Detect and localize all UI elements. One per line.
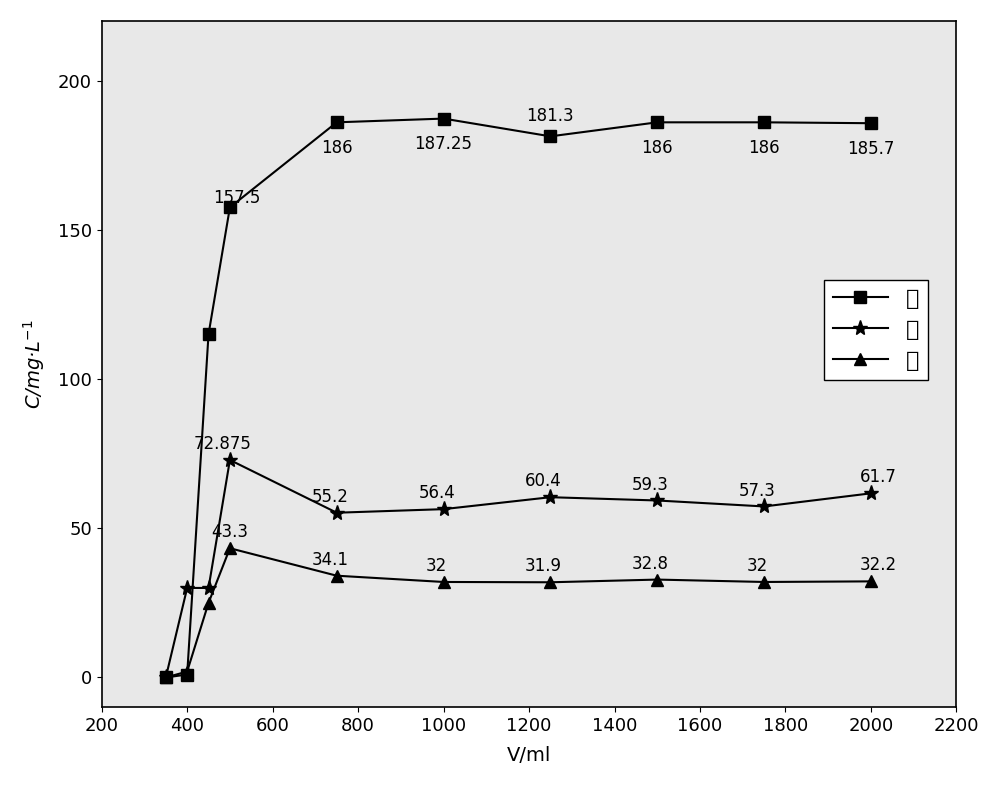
钙 [181, 583, 193, 593]
Text: 32: 32 [747, 557, 768, 575]
钙 [438, 505, 450, 514]
Text: 57.3: 57.3 [739, 482, 776, 500]
镁 [160, 673, 172, 682]
Text: 157.5: 157.5 [213, 189, 261, 208]
Text: 186: 186 [641, 139, 673, 157]
Text: 32.8: 32.8 [632, 555, 669, 573]
Text: 59.3: 59.3 [632, 476, 669, 494]
钙 [331, 508, 343, 517]
Text: 43.3: 43.3 [211, 523, 248, 542]
镍 [203, 329, 215, 339]
Y-axis label: $C$/mg·L$^{-1}$: $C$/mg·L$^{-1}$ [21, 319, 47, 409]
镍 [758, 118, 770, 127]
镍 [224, 203, 236, 212]
Line: 镍: 镍 [160, 113, 876, 683]
Text: 181.3: 181.3 [527, 107, 574, 125]
钙 [203, 583, 215, 593]
Text: 55.2: 55.2 [311, 488, 348, 505]
镍 [651, 118, 663, 127]
Text: 187.25: 187.25 [415, 135, 473, 153]
Text: 61.7: 61.7 [859, 468, 896, 487]
镍 [331, 118, 343, 127]
Legend: 镍, 钙, 镁: 镍, 钙, 镁 [824, 280, 928, 380]
X-axis label: V/ml: V/ml [507, 746, 551, 765]
钙 [651, 496, 663, 505]
镍 [181, 670, 193, 679]
Text: 186: 186 [321, 139, 353, 157]
Text: 32: 32 [426, 557, 447, 575]
镁 [331, 571, 343, 580]
镁 [651, 575, 663, 584]
镍 [438, 114, 450, 123]
钙 [544, 493, 556, 502]
钙 [758, 501, 770, 511]
Text: 185.7: 185.7 [847, 140, 895, 158]
Line: 钙: 钙 [158, 452, 879, 685]
镁 [758, 577, 770, 586]
钙 [160, 673, 172, 682]
Text: 31.9: 31.9 [525, 557, 562, 575]
镁 [438, 577, 450, 586]
镍 [160, 673, 172, 682]
镁 [544, 578, 556, 587]
Text: 56.4: 56.4 [418, 484, 455, 502]
镁 [181, 667, 193, 676]
Text: 72.875: 72.875 [194, 435, 252, 453]
镁 [224, 544, 236, 553]
镁 [865, 577, 877, 586]
镁 [203, 598, 215, 608]
Text: 186: 186 [748, 139, 780, 157]
镍 [865, 119, 877, 128]
Text: 34.1: 34.1 [311, 551, 348, 569]
Line: 镁: 镁 [160, 542, 876, 683]
钙 [865, 489, 877, 498]
Text: 32.2: 32.2 [859, 556, 896, 575]
Text: 60.4: 60.4 [525, 472, 562, 490]
钙 [224, 455, 236, 465]
镍 [544, 131, 556, 141]
